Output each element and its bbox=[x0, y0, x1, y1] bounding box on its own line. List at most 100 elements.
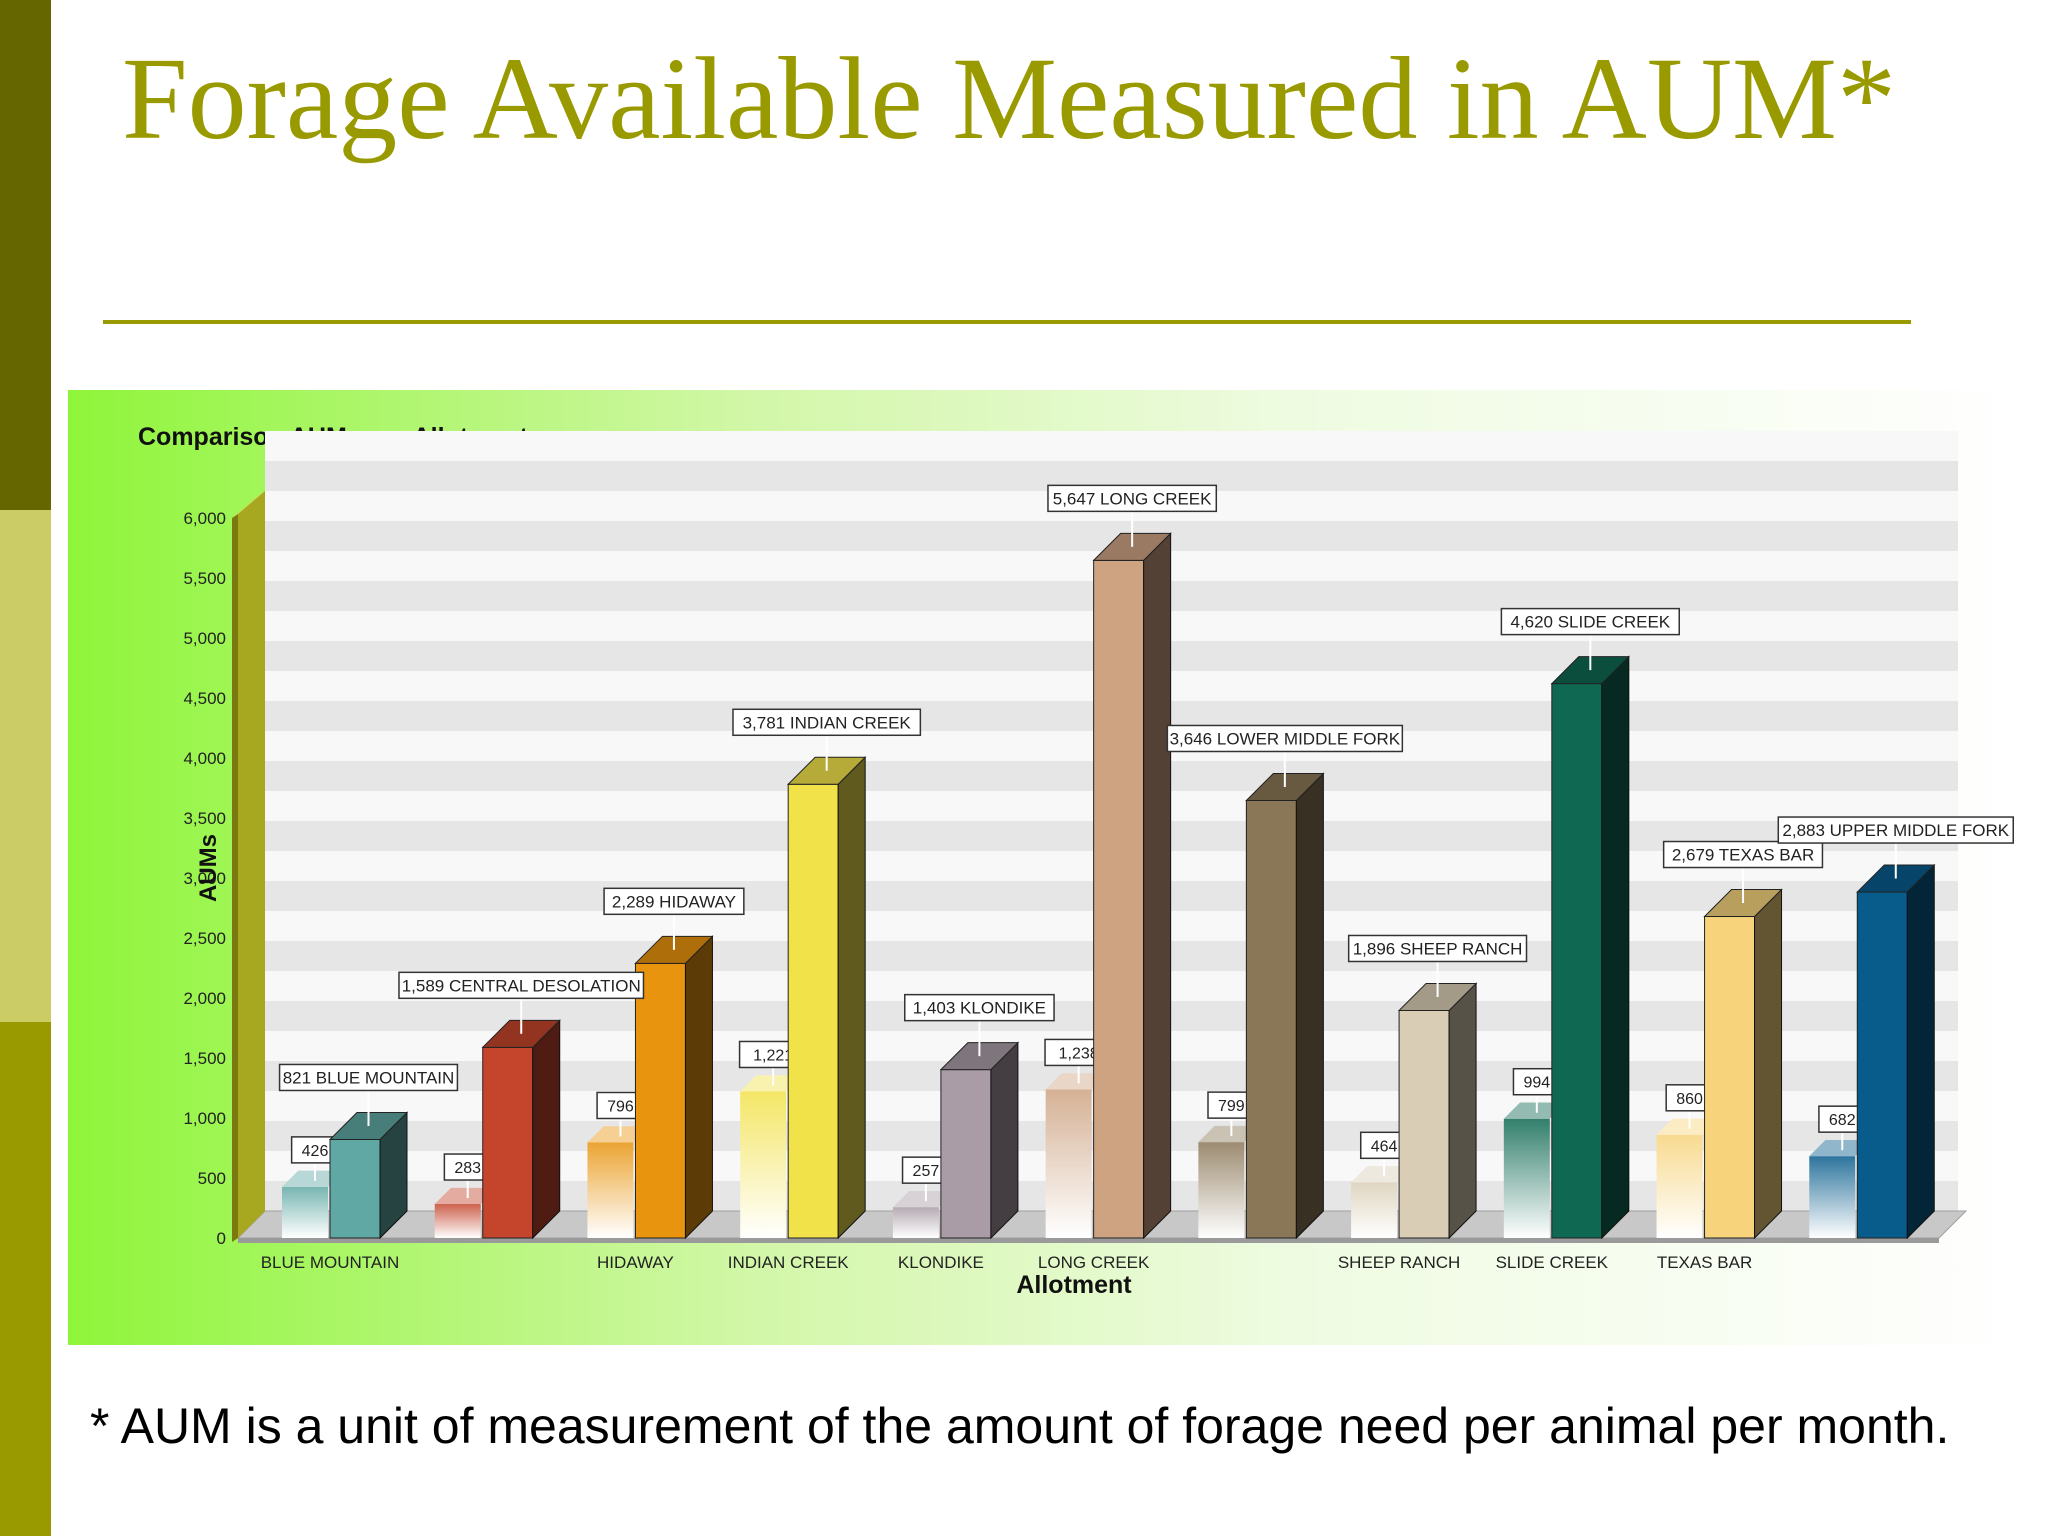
bar-series2-value-label: 3,646 LOWER MIDDLE FORK bbox=[1170, 729, 1401, 748]
bar-series1-value-label: 860 bbox=[1676, 1091, 1703, 1108]
y-axis-top bbox=[232, 491, 265, 518]
bar-series2-value-label: 1,403 KLONDIKE bbox=[913, 999, 1046, 1018]
bar-series2-side bbox=[1143, 532, 1172, 1240]
bar-series2-side bbox=[1754, 888, 1783, 1240]
bar-series2-value-label: 2,289 HIDAWAY bbox=[612, 892, 736, 911]
bar-series1-value-label: 283 bbox=[454, 1160, 481, 1177]
bar-series1 bbox=[1809, 1156, 1856, 1238]
bar-series2-value-label: 4,620 SLIDE CREEK bbox=[1510, 613, 1670, 632]
x-tick-labels: BLUE MOUNTAIN HIDAWAY INDIAN CREEK KLONDIKE… bbox=[261, 1253, 1753, 1272]
bar-series1 bbox=[1351, 1182, 1398, 1238]
bar-series1-top bbox=[1351, 1166, 1414, 1183]
bar-series1-top bbox=[1809, 1139, 1872, 1157]
bar-series2-side bbox=[684, 935, 713, 1240]
grid-band bbox=[265, 431, 1958, 461]
y-tick-label: 5,500 bbox=[183, 569, 226, 588]
bar-series2-value-label: 5,647 LONG CREEK bbox=[1053, 489, 1212, 508]
bar-series1-value-label: 1,221 bbox=[753, 1047, 793, 1064]
slide-sidebar bbox=[0, 0, 51, 1536]
sidebar-block-dark bbox=[0, 0, 51, 510]
bar-series1-top bbox=[587, 1126, 650, 1143]
bar-series2 bbox=[940, 1069, 992, 1239]
bar-series1-top bbox=[892, 1190, 956, 1208]
bar-series2-value-label: 1,896 SHEEP RANCH bbox=[1353, 939, 1523, 958]
bar-series2-value-label-box bbox=[1347, 934, 1528, 963]
bar-series2-value-label-box bbox=[1166, 724, 1404, 753]
bar-series2-top bbox=[786, 756, 867, 785]
bar-series1-value-label: 682 bbox=[1829, 1112, 1856, 1129]
bar-series2-value-label-box bbox=[1500, 607, 1680, 636]
y-tick-labels: 0 500 1,000 1,500 2,000 2,500 3,000 3,500 4,000 4… bbox=[183, 509, 226, 1248]
bar-series1 bbox=[1045, 1089, 1092, 1238]
y-tick-label: 3,000 bbox=[183, 869, 226, 888]
bar-series1 bbox=[587, 1142, 634, 1238]
bar-series2-top bbox=[481, 1019, 561, 1048]
bar-series2 bbox=[634, 962, 686, 1239]
bar-series1-value-label: 426 bbox=[302, 1143, 329, 1160]
bar-series1-value-label: 1,238 bbox=[1059, 1045, 1099, 1062]
bar-series2-top bbox=[1856, 864, 1936, 893]
y-tick-label: 0 bbox=[217, 1229, 226, 1248]
sidebar-block-light bbox=[0, 510, 51, 1022]
bar-series1-value-label: 464 bbox=[1371, 1138, 1398, 1155]
bar-series2-value-label-box bbox=[278, 1063, 459, 1092]
x-tick-label: HIDAWAY bbox=[597, 1253, 674, 1272]
bar-series2-side bbox=[837, 756, 866, 1240]
bar-series2 bbox=[482, 1046, 534, 1239]
bar-series2-value-label-box bbox=[1662, 840, 1824, 869]
y-tick-label: 500 bbox=[198, 1169, 226, 1188]
y-tick-label: 4,500 bbox=[183, 689, 226, 708]
sidebar-block-olive bbox=[0, 1022, 51, 1536]
y-tick-label: 3,500 bbox=[183, 809, 226, 828]
x-tick-label: SHEEP RANCH bbox=[1338, 1253, 1461, 1272]
bar-series2-value-label-box bbox=[398, 971, 645, 1000]
y-axis bbox=[232, 491, 265, 1242]
bar-chart: Comparison AUMs per Allotment 05001,0001… bbox=[138, 423, 2015, 1299]
footnote: * AUM is a unit of measurement of the am… bbox=[90, 1398, 1950, 1454]
bar-series2-value-label-box bbox=[904, 993, 1055, 1022]
x-tick-label: TEXAS BAR bbox=[1657, 1253, 1752, 1272]
bar-series2-value-label-box bbox=[603, 887, 745, 916]
bar-series2-value-label-box bbox=[732, 708, 922, 737]
bar-series2-value-label: 1,589 CENTRAL DESOLATION bbox=[402, 976, 641, 995]
y-tick-label: 1,500 bbox=[183, 1049, 226, 1068]
bar-series2-value-label: 821 BLUE MOUNTAIN bbox=[283, 1068, 455, 1087]
bar-series2 bbox=[1398, 1009, 1450, 1239]
slide-title: Forage Available Measured in AUM* bbox=[122, 33, 1896, 164]
bar-series1-value-label: 796 bbox=[607, 1098, 634, 1115]
bar-series1-value-label: 994 bbox=[1523, 1075, 1550, 1092]
bar-series2 bbox=[1093, 559, 1145, 1239]
bar-series1 bbox=[282, 1186, 328, 1238]
bar-series2 bbox=[329, 1138, 381, 1239]
x-tick-label: BLUE MOUNTAIN bbox=[261, 1253, 400, 1272]
bar-series1-top bbox=[1656, 1118, 1719, 1135]
bar-series1-value-label: 799 bbox=[1218, 1098, 1245, 1115]
bar-series2-side bbox=[1295, 772, 1324, 1240]
bar-series2-value-label: 2,679 TEXAS BAR bbox=[1672, 846, 1814, 865]
y-axis-title: AUMs bbox=[195, 834, 222, 902]
bar-series1-top bbox=[434, 1187, 497, 1205]
y-tick-label: 1,000 bbox=[183, 1109, 226, 1128]
bar-series2 bbox=[1551, 683, 1603, 1239]
title-divider bbox=[103, 320, 1911, 324]
x-axis-title: Allotment bbox=[1016, 1271, 1132, 1299]
bar-series2 bbox=[1856, 891, 1908, 1239]
bar-series1 bbox=[1656, 1134, 1703, 1238]
floor-edge bbox=[238, 1238, 1939, 1243]
y-tick-label: 4,000 bbox=[183, 749, 226, 768]
x-tick-label: INDIAN CREEK bbox=[728, 1253, 850, 1272]
y-axis-face bbox=[238, 491, 265, 1238]
bar-series1-top bbox=[740, 1075, 803, 1092]
bar-series2-side bbox=[532, 1019, 561, 1240]
bar-series1-top bbox=[282, 1170, 345, 1187]
bar-series1-top bbox=[1503, 1102, 1567, 1119]
x-tick-label: LONG CREEK bbox=[1038, 1253, 1150, 1272]
y-tick-label: 2,000 bbox=[183, 989, 226, 1008]
bar-series2 bbox=[1245, 799, 1297, 1239]
bar-series2 bbox=[787, 783, 839, 1239]
bar-series2-side bbox=[1448, 982, 1477, 1240]
y-tick-label: 5,000 bbox=[183, 629, 226, 648]
bar-series1 bbox=[892, 1207, 939, 1238]
y-tick-label: 6,000 bbox=[183, 509, 226, 528]
bar-series1-top bbox=[1198, 1125, 1261, 1143]
